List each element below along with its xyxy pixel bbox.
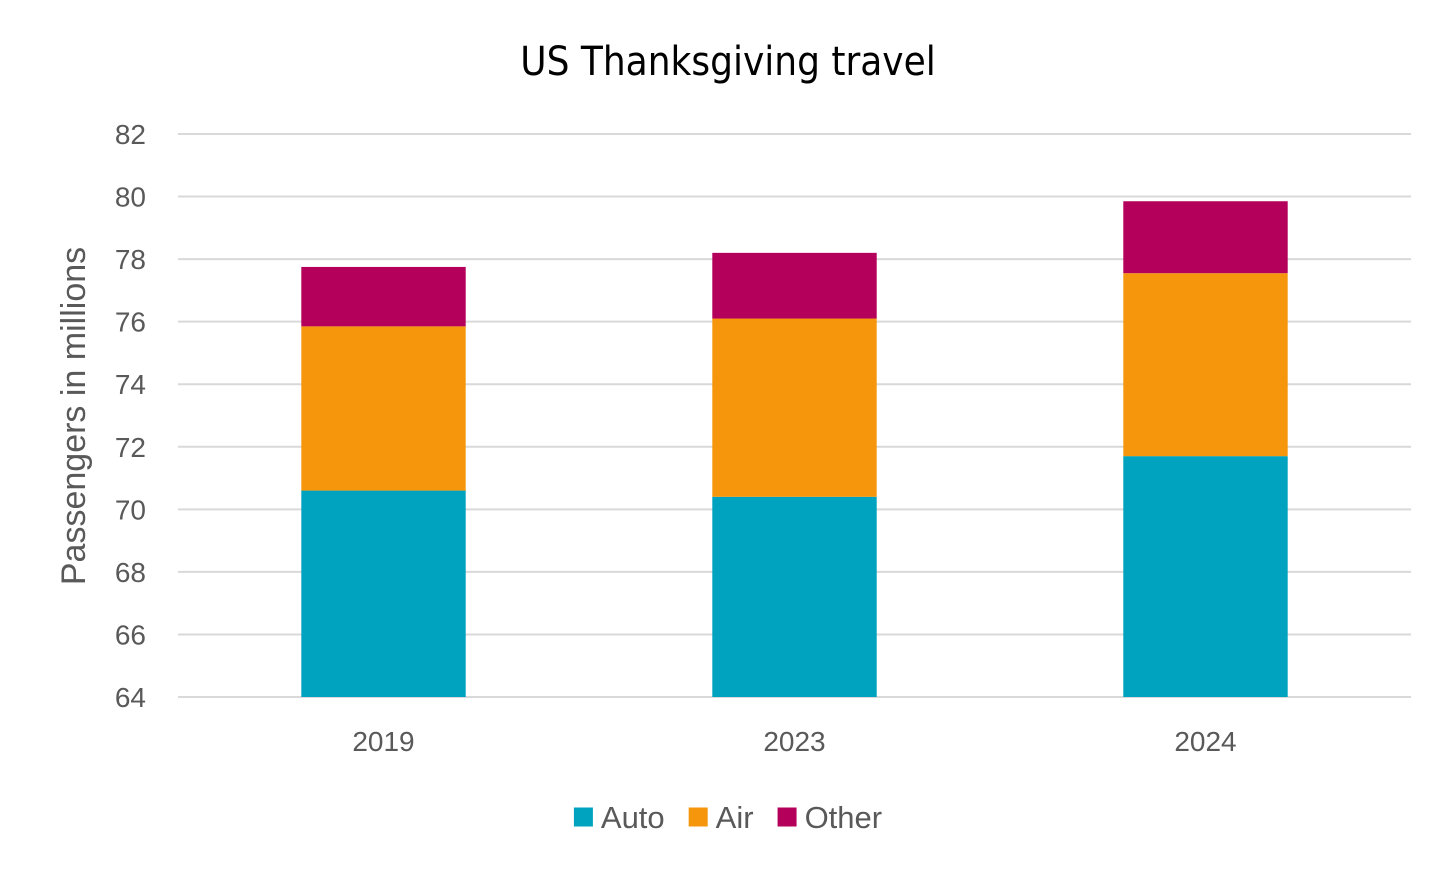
bar-other-2024: [1123, 201, 1288, 274]
y-tick-label: 64: [115, 682, 146, 713]
bar-air-2019: [301, 326, 466, 491]
x-tick-label: 2023: [763, 726, 825, 757]
bars: [301, 201, 1288, 697]
bar-other-2019: [301, 266, 466, 327]
y-tick-label: 74: [115, 369, 146, 400]
x-tick-label: 2024: [1174, 726, 1236, 757]
y-axis-ticks: 64 66 68 70 72 74 76 78 80 82: [115, 119, 146, 713]
bar-air-2023: [712, 318, 877, 497]
y-tick-label: 78: [115, 244, 146, 275]
y-tick-label: 70: [115, 494, 146, 525]
x-axis-ticks: 2019 2023 2024: [352, 726, 1236, 757]
bar-auto-2023: [712, 496, 877, 697]
y-tick-label: 68: [115, 557, 146, 588]
legend-label-other: Other: [805, 800, 883, 835]
chart-title: US Thanksgiving travel: [520, 39, 935, 85]
legend-label-auto: Auto: [601, 800, 665, 835]
bar-air-2024: [1123, 273, 1288, 457]
bar-auto-2019: [301, 490, 466, 697]
y-tick-label: 82: [115, 119, 146, 150]
y-tick-label: 66: [115, 619, 146, 650]
legend: Auto Air Other: [573, 800, 883, 835]
bar-auto-2024: [1123, 456, 1288, 697]
bar-other-2023: [712, 252, 877, 319]
legend-label-air: Air: [716, 800, 754, 835]
x-tick-label: 2019: [352, 726, 414, 757]
y-axis-label: Passengers in millions: [55, 247, 93, 585]
legend-swatch-other: [777, 807, 797, 827]
y-tick-label: 80: [115, 182, 146, 213]
legend-swatch-auto: [573, 807, 593, 827]
legend-swatch-air: [688, 807, 708, 827]
y-tick-label: 76: [115, 307, 146, 338]
y-tick-label: 72: [115, 432, 146, 463]
